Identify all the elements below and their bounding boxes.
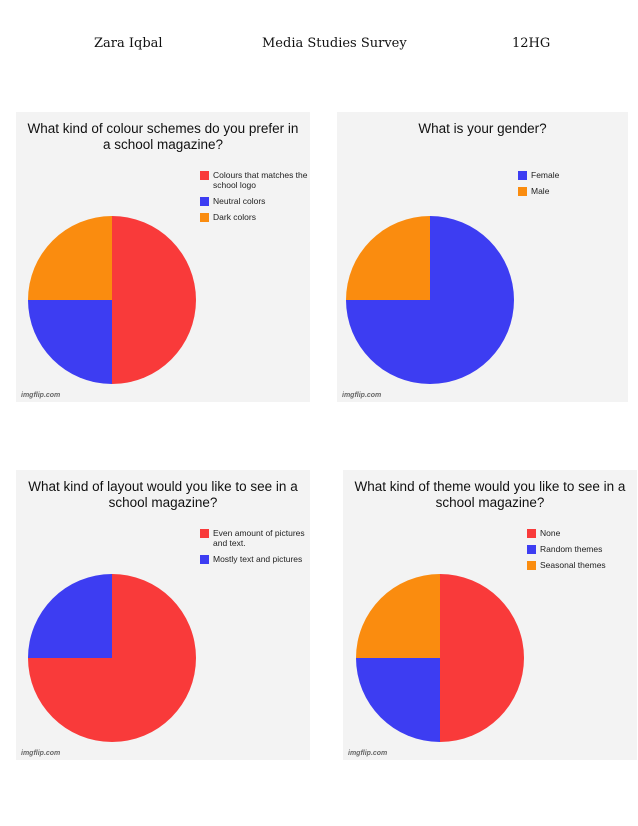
chart-title-line: a school magazine? [102, 137, 224, 152]
legend-label: Male [531, 186, 628, 196]
legend-label-line: Colours that matches the [213, 170, 308, 180]
chart-legend: None Random themes Seasonal themes [527, 528, 637, 576]
pie-chart-layout: What kind of layout would you like to se… [16, 470, 310, 760]
pie-chart-gender: What is your gender? Female Male imgflip.… [337, 112, 628, 402]
pie-svg [28, 574, 196, 742]
chart-title-line: What is your gender? [418, 121, 547, 136]
chart-title-line: What kind of layout would you like to se… [28, 479, 298, 494]
legend-label-line: school logo [213, 180, 257, 190]
pie-slice [112, 216, 196, 384]
legend-label-line: Female [531, 170, 560, 180]
legend-label-line: Mostly text and pictures [213, 554, 303, 564]
pie-slice [346, 216, 430, 300]
legend-label-line: Seasonal themes [540, 560, 606, 570]
legend-label-line: Even amount of pictures [213, 528, 305, 538]
pie-svg [356, 574, 524, 742]
legend-swatch [518, 171, 527, 180]
pie-slice [28, 574, 112, 658]
chart-legend: Even amount of pictures and text. Mostly t… [200, 528, 310, 570]
legend-label-line: Neutral colors [213, 196, 266, 206]
pie-svg [346, 216, 514, 384]
chart-title-line: school magazine? [435, 495, 545, 510]
pie-slice [28, 300, 112, 384]
chart-legend: Colours that matches the school logo Neutr… [200, 170, 310, 228]
chart-title: What kind of colour schemes do you prefe… [16, 121, 310, 153]
legend-item: Neutral colors [200, 196, 310, 206]
chart-title-line: What kind of colour schemes do you prefe… [27, 121, 299, 136]
legend-label-line: None [540, 528, 561, 538]
legend-label-line: and text. [213, 538, 246, 548]
legend-label: Neutral colors [213, 196, 310, 206]
legend-label-line: Male [531, 186, 550, 196]
legend-swatch [200, 555, 209, 564]
chart-title: What kind of theme would you like to see… [343, 479, 637, 511]
legend-item: Dark colors [200, 212, 310, 222]
pie-slice [356, 658, 440, 742]
legend-item: Even amount of pictures and text. [200, 528, 310, 548]
legend-item: Female [518, 170, 628, 180]
legend-label: Even amount of pictures and text. [213, 528, 310, 548]
watermark: imgflip.com [342, 392, 382, 399]
watermark: imgflip.com [21, 392, 61, 399]
chart-title-line: school magazine? [108, 495, 218, 510]
chart-legend: Female Male [518, 170, 628, 202]
document-title: Media Studies Survey [262, 36, 407, 51]
student-name: Zara Iqbal [94, 36, 163, 51]
legend-item: None [527, 528, 637, 538]
watermark: imgflip.com [348, 750, 388, 757]
legend-item: Seasonal themes [527, 560, 637, 570]
legend-label: Colours that matches the school logo [213, 170, 310, 190]
legend-label-line: Random themes [540, 544, 603, 554]
class-code: 12HG [512, 36, 551, 51]
legend-item: Mostly text and pictures [200, 554, 310, 564]
pie-slice [440, 574, 524, 742]
legend-label: Random themes [540, 544, 637, 554]
legend-item: Male [518, 186, 628, 196]
watermark: imgflip.com [21, 750, 61, 757]
chart-title: What kind of layout would you like to se… [16, 479, 310, 511]
legend-swatch [200, 529, 209, 538]
legend-label-line: Dark colors [213, 212, 256, 222]
legend-label: None [540, 528, 637, 538]
legend-swatch [200, 171, 209, 180]
legend-item: Random themes [527, 544, 637, 554]
legend-swatch [518, 187, 527, 196]
legend-label: Female [531, 170, 628, 180]
pie-slice [356, 574, 440, 658]
pie-svg [28, 216, 196, 384]
legend-label: Seasonal themes [540, 560, 637, 570]
legend-item: Colours that matches the school logo [200, 170, 310, 190]
legend-label: Dark colors [213, 212, 310, 222]
legend-swatch [200, 213, 209, 222]
chart-title-line: What kind of theme would you like to see… [354, 479, 626, 494]
chart-title: What is your gender? [337, 121, 628, 137]
legend-label: Mostly text and pictures [213, 554, 310, 564]
legend-swatch [527, 545, 536, 554]
pie-chart-theme: What kind of theme would you like to see… [343, 470, 637, 760]
legend-swatch [200, 197, 209, 206]
legend-swatch [527, 561, 536, 570]
pie-slice [28, 216, 112, 300]
pie-chart-colour-schemes: What kind of colour schemes do you prefe… [16, 112, 310, 402]
legend-swatch [527, 529, 536, 538]
